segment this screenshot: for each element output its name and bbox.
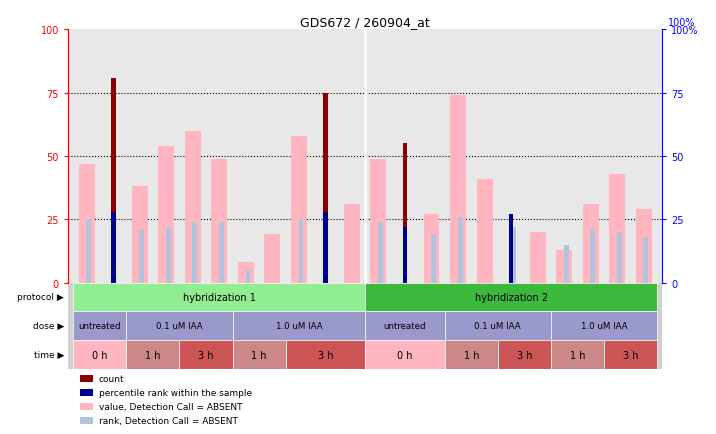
- Bar: [323, 212, 328, 283]
- Bar: [238, 263, 253, 283]
- Bar: [73, 283, 365, 312]
- Text: rank, Detection Call = ABSENT: rank, Detection Call = ABSENT: [99, 416, 238, 424]
- Text: 3 h: 3 h: [516, 350, 532, 360]
- Bar: [370, 159, 387, 283]
- Bar: [636, 210, 652, 283]
- Bar: [604, 341, 657, 369]
- Bar: [498, 341, 551, 369]
- Text: 1 h: 1 h: [570, 350, 585, 360]
- Text: 0 h: 0 h: [92, 350, 107, 360]
- Bar: [564, 245, 569, 283]
- Bar: [609, 174, 625, 283]
- Bar: [80, 388, 93, 396]
- Bar: [445, 341, 498, 369]
- Text: 0.1 uM IAA: 0.1 uM IAA: [475, 322, 521, 331]
- Bar: [111, 79, 115, 283]
- Bar: [246, 270, 251, 283]
- Bar: [530, 232, 546, 283]
- Bar: [424, 215, 440, 283]
- Bar: [79, 164, 95, 283]
- Bar: [158, 147, 174, 283]
- Bar: [431, 235, 436, 283]
- Bar: [80, 417, 93, 424]
- Text: percentile rank within the sample: percentile rank within the sample: [99, 388, 252, 397]
- Bar: [233, 312, 365, 341]
- Bar: [299, 220, 304, 283]
- Bar: [127, 312, 233, 341]
- Bar: [445, 312, 551, 341]
- Bar: [73, 312, 127, 341]
- Text: 1.0 uM IAA: 1.0 uM IAA: [581, 322, 627, 331]
- Bar: [286, 341, 365, 369]
- Bar: [378, 222, 383, 283]
- Text: dose ▶: dose ▶: [33, 322, 64, 331]
- Bar: [511, 227, 516, 283]
- Bar: [344, 204, 360, 283]
- Bar: [508, 215, 513, 283]
- Bar: [73, 341, 127, 369]
- Text: count: count: [99, 374, 125, 383]
- Text: hybridization 2: hybridization 2: [475, 292, 548, 302]
- Bar: [291, 136, 306, 283]
- Bar: [264, 235, 280, 283]
- Bar: [80, 403, 93, 410]
- Bar: [185, 132, 200, 283]
- Text: 3 h: 3 h: [198, 350, 214, 360]
- Bar: [617, 232, 621, 283]
- Bar: [111, 212, 115, 283]
- Text: untreated: untreated: [384, 322, 426, 331]
- Bar: [365, 312, 445, 341]
- Bar: [132, 187, 147, 283]
- Text: hybridization 1: hybridization 1: [183, 292, 256, 302]
- Bar: [583, 204, 599, 283]
- Text: time ▶: time ▶: [34, 351, 64, 359]
- Bar: [458, 217, 463, 283]
- Bar: [180, 341, 233, 369]
- Bar: [87, 220, 91, 283]
- Text: 1 h: 1 h: [463, 350, 479, 360]
- Text: value, Detection Call = ABSENT: value, Detection Call = ABSENT: [99, 401, 243, 411]
- Text: protocol ▶: protocol ▶: [17, 293, 64, 302]
- Bar: [402, 144, 407, 283]
- Bar: [450, 96, 466, 283]
- Bar: [365, 341, 445, 369]
- Text: 1 h: 1 h: [251, 350, 267, 360]
- Bar: [127, 341, 180, 369]
- Bar: [166, 227, 170, 283]
- Text: 1 h: 1 h: [145, 350, 160, 360]
- Bar: [365, 283, 657, 312]
- Bar: [323, 93, 328, 283]
- Bar: [193, 222, 197, 283]
- Bar: [644, 237, 648, 283]
- Bar: [219, 222, 224, 283]
- Bar: [140, 230, 144, 283]
- Title: GDS672 / 260904_at: GDS672 / 260904_at: [300, 16, 430, 29]
- Text: untreated: untreated: [79, 322, 121, 331]
- Text: 0.1 uM IAA: 0.1 uM IAA: [156, 322, 203, 331]
- Bar: [556, 250, 572, 283]
- Bar: [551, 312, 657, 341]
- Bar: [211, 159, 227, 283]
- Text: 100%: 100%: [668, 18, 696, 28]
- Bar: [233, 341, 286, 369]
- Bar: [80, 375, 93, 382]
- Bar: [551, 341, 604, 369]
- Text: 3 h: 3 h: [623, 350, 638, 360]
- Text: 3 h: 3 h: [318, 350, 333, 360]
- Bar: [402, 227, 407, 283]
- Text: 0 h: 0 h: [397, 350, 412, 360]
- Bar: [591, 230, 595, 283]
- Bar: [477, 179, 493, 283]
- Text: 1.0 uM IAA: 1.0 uM IAA: [276, 322, 322, 331]
